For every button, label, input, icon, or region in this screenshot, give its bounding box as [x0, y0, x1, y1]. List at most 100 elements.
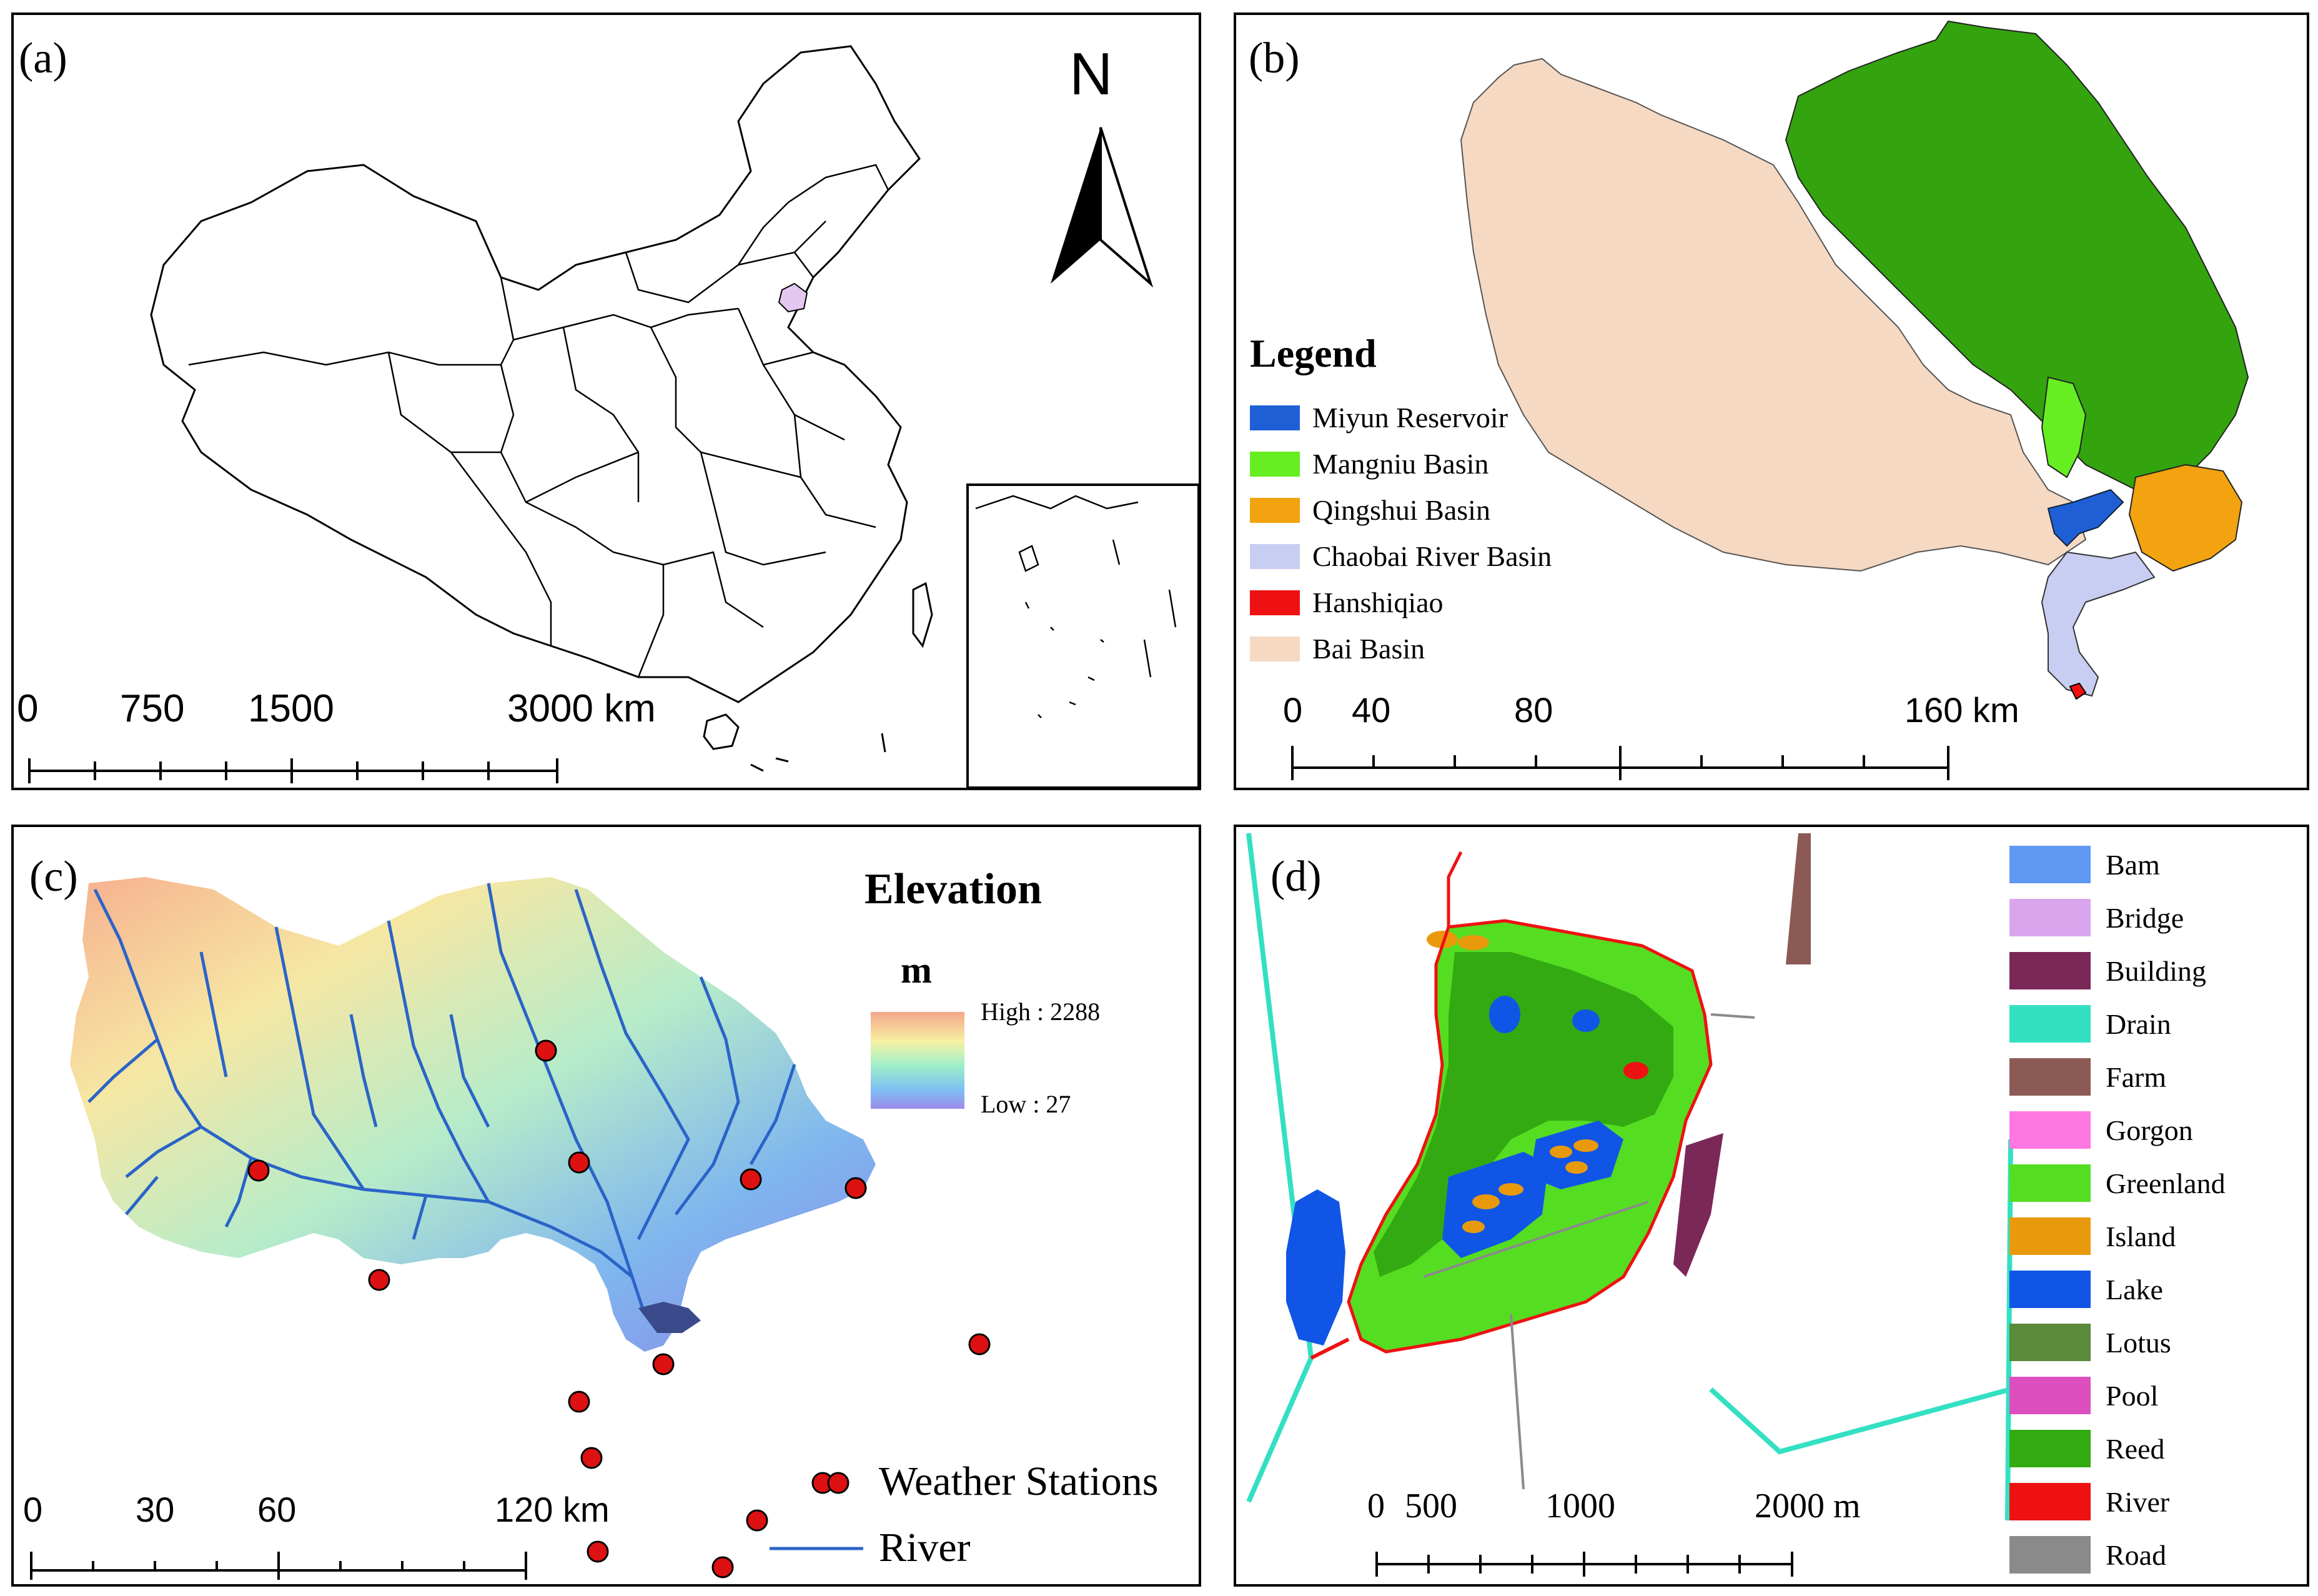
hanshiqiao — [2069, 682, 2087, 700]
sea-islands — [750, 733, 886, 772]
legend-swatch — [2009, 1164, 2091, 1202]
elevation-color-ramp — [871, 1012, 964, 1109]
scale-label-d-0: 0 — [1367, 1487, 1385, 1525]
landcover-legend-bam: Bam — [2009, 846, 2160, 883]
study-area-highlight — [778, 282, 808, 313]
scale-bar-d — [1375, 1552, 1793, 1577]
lake-left — [1286, 1189, 1345, 1346]
legend-swatch — [2009, 1111, 2091, 1149]
scale-label-a-0: 0 — [17, 687, 39, 730]
landcover-legend-road: Road — [2009, 1536, 2166, 1574]
landcover-legend-pool: Pool — [2009, 1377, 2158, 1414]
landcover-legend-building: Building — [2009, 952, 2206, 989]
scale-label-a-3: 3000 km — [507, 687, 656, 730]
scale-label-c-1: 30 — [136, 1490, 175, 1529]
scale-label-a-2: 1500 — [248, 687, 334, 730]
roads — [1423, 1013, 1755, 1490]
mangniu-basin — [2041, 376, 2087, 478]
landcover-legend-lake: Lake — [2009, 1271, 2163, 1308]
landcover-legend-farm: Farm — [2009, 1058, 2166, 1096]
elevation-svg — [30, 877, 991, 1580]
scale-label-d-3: 2000 m — [1755, 1487, 1861, 1525]
province-boundaries — [188, 164, 889, 678]
scale-label-c-0: 0 — [23, 1490, 43, 1529]
river-outline — [1347, 919, 1713, 1354]
legend-item-qingshui: Qingshui Basin — [1250, 493, 1490, 527]
panel-d-landcover-map: (d) Bam Bridge Building Drain Farm Gorgo… — [1234, 825, 2309, 1587]
legend-item-bai: Bai Basin — [1250, 632, 1425, 665]
china-map-svg — [28, 45, 1199, 788]
north-arrow-icon — [1051, 127, 1154, 288]
panel-tag-c: (c) — [29, 853, 78, 901]
legend-swatch — [2009, 1005, 2091, 1043]
legend-swatch — [2009, 1217, 2091, 1255]
scale-label-d-2: 1000 — [1545, 1487, 1615, 1525]
legend-swatch — [1250, 405, 1300, 430]
scale-label-c-2: 60 — [257, 1490, 297, 1529]
legend-item-chaobai: Chaobai River Basin — [1250, 540, 1552, 573]
legend-swatch — [2009, 1536, 2091, 1574]
scale-label-b-2: 80 — [1514, 690, 1553, 730]
farm-strip — [1786, 833, 1811, 964]
legend-swatch — [1250, 543, 1300, 569]
river-pond — [1623, 1062, 1648, 1079]
landcover-legend-bridge: Bridge — [2009, 899, 2184, 936]
river-connector — [1310, 1337, 1350, 1360]
elevation-high: High : 2288 — [981, 998, 1101, 1026]
building-strip — [1673, 1133, 1723, 1277]
legend-swatch — [1250, 451, 1300, 477]
south-china-sea-inset — [966, 483, 1199, 788]
legend-swatch — [2009, 899, 2091, 936]
legend-swatch — [2009, 1324, 2091, 1361]
scale-bar-b — [1291, 746, 1949, 780]
chaobai-basin — [2041, 551, 2156, 697]
qingshui-basin — [2128, 463, 2243, 572]
legend-swatch — [2009, 1430, 2091, 1467]
river-label: River — [879, 1525, 971, 1570]
scale-label-b-1: 40 — [1352, 690, 1391, 730]
landcover-legend-lotus: Lotus — [2009, 1324, 2171, 1361]
panel-tag-b: (b) — [1249, 34, 1300, 82]
elevation-unit: m — [901, 949, 932, 991]
green-basin — [1785, 20, 2249, 491]
weather-station-symbol — [827, 1472, 849, 1494]
legend-swatch — [1250, 636, 1300, 662]
islands — [1427, 931, 1598, 1233]
landcover-svg — [1246, 833, 2013, 1577]
legend-item-miyun: Miyun Reservoir — [1250, 401, 1508, 434]
legend-title: Legend — [1250, 331, 1377, 375]
elevation-low: Low : 27 — [981, 1090, 1071, 1118]
legend-swatch — [1250, 497, 1300, 523]
landcover-legend-drain: Drain — [2009, 1005, 2171, 1043]
river-network — [87, 883, 796, 1315]
legend-swatch — [2009, 1271, 2091, 1308]
panel-b-basins-map: (b) Legend Miyun Reservoir Mangniu Basin… — [1234, 12, 2309, 790]
scale-label-a-1: 750 — [120, 687, 185, 730]
legend-item-hanshiqiao: Hanshiqiao — [1250, 586, 1444, 619]
north-label: N — [1069, 41, 1113, 107]
scale-label-b-3: 160 km — [1904, 690, 2019, 730]
legend-swatch — [2009, 1483, 2091, 1520]
miyun-reservoir — [2047, 488, 2124, 547]
landcover-legend-reed: Reed — [2009, 1430, 2165, 1467]
landcover-legend-greenland: Greenland — [2009, 1164, 2226, 1202]
inset-coastline — [975, 495, 1177, 718]
panel-tag-a: (a) — [19, 34, 67, 82]
scale-bar-c — [30, 1552, 527, 1580]
landcover-legend-gorgon: Gorgon — [2009, 1111, 2193, 1149]
weather-stations-label: Weather Stations — [879, 1459, 1159, 1504]
legend-swatch — [2009, 846, 2091, 883]
legend-swatch — [1250, 590, 1300, 615]
basins-svg — [1291, 20, 2249, 780]
panel-a-china-map: (a) N 0 750 1500 3000 km — [11, 12, 1201, 790]
legend-swatch — [2009, 952, 2091, 989]
miyun-reservoir-c — [638, 1302, 701, 1333]
landcover-legend-island: Island — [2009, 1217, 2176, 1255]
legend-swatch — [2009, 1377, 2091, 1414]
weather-stations — [247, 1039, 991, 1579]
scale-bar-a — [28, 758, 558, 783]
small-lakes — [1489, 996, 1600, 1033]
legend-swatch — [2009, 1058, 2091, 1096]
hainan-island — [703, 713, 740, 750]
elevation-title: Elevation — [864, 865, 1042, 913]
